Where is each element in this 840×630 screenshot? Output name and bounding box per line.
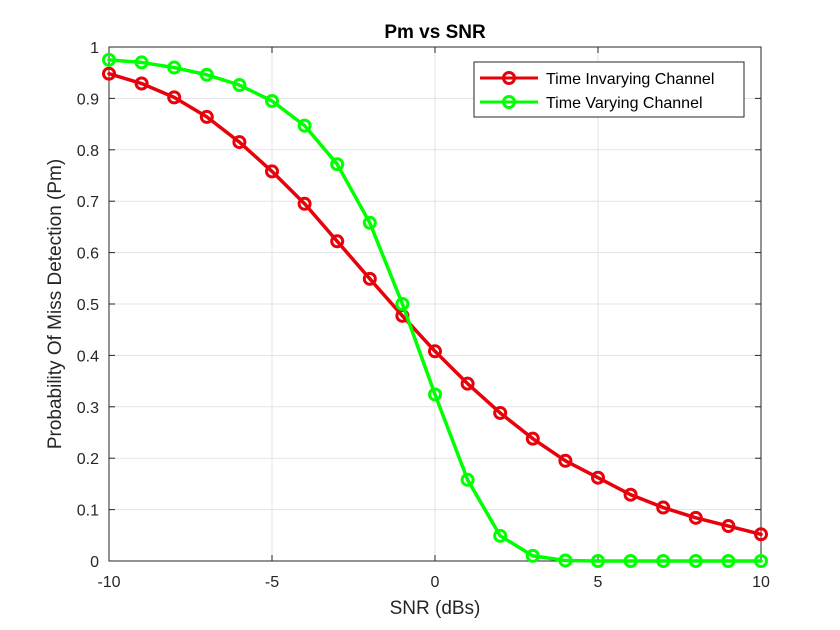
x-tick-label: 10 (752, 574, 770, 591)
series-line-time-invarying-channel (107, 71, 763, 537)
data-point (362, 271, 377, 286)
data-point (688, 554, 703, 568)
data-point (428, 387, 442, 402)
legend-label-time-varying: Time Varying Channel (546, 95, 703, 112)
data-point (167, 60, 182, 75)
data-point (199, 109, 214, 124)
data-point (591, 554, 605, 568)
y-tick-label: 0.7 (77, 194, 99, 211)
x-tick-label: -10 (97, 574, 120, 591)
legend-marker-time-invarying (502, 71, 516, 85)
data-point (265, 164, 279, 179)
data-point (525, 431, 540, 446)
data-point (460, 472, 475, 487)
legend-box (473, 61, 745, 118)
series-time-invarying-channel (102, 66, 768, 542)
data-point (265, 93, 279, 108)
y-tick-label: 1 (90, 40, 99, 57)
data-point (362, 215, 377, 230)
chart-title: Pm vs SNR (384, 22, 486, 43)
data-point (525, 548, 540, 563)
data-point (558, 453, 573, 468)
data-point (102, 66, 116, 81)
y-tick-label: 0.5 (77, 297, 99, 314)
data-point (558, 553, 573, 568)
x-tick-label: 5 (594, 574, 603, 591)
data-point (102, 52, 116, 67)
data-point (754, 527, 768, 542)
legend-label-time-invarying: Time Invarying Channel (546, 71, 714, 88)
data-point (232, 135, 247, 150)
y-axis-label: Probability Of Miss Detection (Pm) (45, 159, 66, 449)
data-point (493, 405, 508, 420)
y-tick-label: 0.1 (77, 503, 99, 520)
data-point (721, 519, 736, 534)
data-point (460, 376, 475, 391)
series-line-time-varying-channel (107, 58, 763, 563)
data-point (330, 157, 345, 172)
data-point (688, 510, 703, 525)
data-point (167, 90, 182, 105)
data-point (134, 55, 149, 70)
x-axis-label: SNR (dBs) (390, 598, 481, 619)
data-point (134, 76, 149, 91)
data-point (754, 554, 768, 568)
y-tick-label: 0.2 (77, 451, 99, 468)
y-tick-label: 0.9 (77, 91, 99, 108)
x-tick-label: 0 (431, 574, 440, 591)
data-point (297, 118, 312, 133)
axes: -10 -5 0 5 10 0 0.1 0.2 0.3 0.4 0.5 0.6 0.7 0.8 0.9 1 (77, 40, 770, 591)
legend: Time Invarying Channel Time Varying Chan… (473, 61, 745, 118)
x-tick-label: -5 (265, 574, 279, 591)
series-layer (102, 52, 768, 568)
y-tick-label: 0.8 (77, 143, 99, 160)
data-point (623, 487, 638, 502)
series-time-varying-channel (102, 52, 768, 568)
legend-marker-time-varying (502, 95, 516, 109)
data-point (721, 554, 736, 568)
data-point (232, 78, 247, 93)
data-point (623, 554, 638, 568)
y-tick-label: 0.3 (77, 400, 99, 417)
data-point (297, 196, 312, 211)
data-point (591, 470, 605, 485)
y-tick-label: 0 (90, 554, 99, 571)
data-point (199, 67, 214, 82)
data-point (428, 344, 442, 359)
data-point (656, 500, 671, 515)
data-point (656, 554, 671, 568)
data-point (330, 234, 345, 249)
y-tick-label: 0.6 (77, 246, 99, 263)
data-point (395, 297, 410, 311)
data-point (493, 528, 508, 543)
y-tick-label: 0.4 (77, 348, 99, 365)
